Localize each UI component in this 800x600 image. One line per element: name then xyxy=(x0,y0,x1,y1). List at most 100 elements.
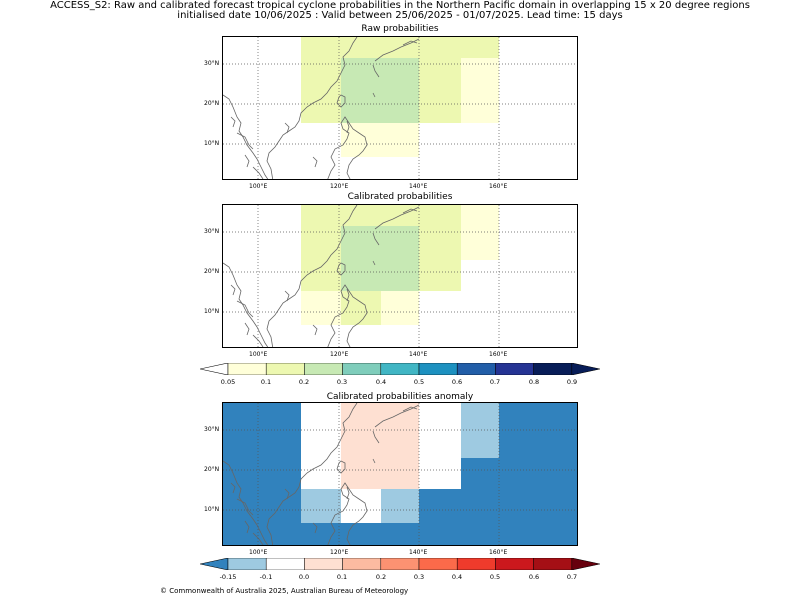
x-tick-140: 140°E xyxy=(409,549,428,556)
probability-colorbar-labels: 0.05 0.1 0.2 0.3 0.4 0.5 0.6 0.7 0.8 0.9 xyxy=(0,378,800,388)
colorbar-segment xyxy=(533,558,573,570)
anomaly-colorbar-labels: -0.15 -0.1 0.0 0.1 0.2 0.3 0.4 0.5 0.6 0… xyxy=(0,573,800,583)
coastline xyxy=(402,40,418,46)
probability-region xyxy=(341,489,381,523)
anomaly-colorbar xyxy=(200,558,600,570)
colorbar-segment xyxy=(380,363,420,375)
cbar-label: 0.3 xyxy=(413,573,425,581)
coastline xyxy=(372,260,376,266)
colorbar-segment xyxy=(265,558,305,570)
y-tick-20: 20°N xyxy=(204,268,220,275)
colorbar-segment xyxy=(304,363,343,375)
probability-region xyxy=(301,489,341,523)
cbar-label: 0.0 xyxy=(298,573,310,581)
probability-region xyxy=(341,291,381,325)
cbar-label: 0.1 xyxy=(336,573,348,581)
colorbar-segment xyxy=(533,363,573,375)
coastline xyxy=(284,488,290,500)
cbar-label: 0.2 xyxy=(375,573,387,581)
colorbar-segment xyxy=(495,363,534,375)
probability-region xyxy=(381,489,419,523)
x-tick-140: 140°E xyxy=(409,351,428,358)
panel-title-raw: Raw probabilities xyxy=(361,24,439,34)
coastline xyxy=(374,404,420,428)
colorbar-extend-low xyxy=(200,558,229,570)
probability-region xyxy=(461,205,499,260)
probability-colorbar xyxy=(200,363,600,375)
coastline xyxy=(346,486,350,500)
coastline xyxy=(236,300,254,318)
panel-title-calibrated: Calibrated probabilities xyxy=(347,192,453,202)
coastline xyxy=(372,92,376,98)
calibrated-anomaly-map xyxy=(222,402,578,546)
x-tick-160: 160°E xyxy=(489,351,508,358)
colorbar-segment xyxy=(342,363,382,375)
colorbar-extend-low xyxy=(200,363,229,375)
cbar-label: 0.6 xyxy=(528,573,540,581)
cbar-label: 0.5 xyxy=(489,573,501,581)
cbar-label: 0.4 xyxy=(375,378,387,386)
colorbar-segment xyxy=(456,558,496,570)
cbar-label: 0.5 xyxy=(413,378,425,386)
coastline xyxy=(374,38,420,62)
probability-region xyxy=(381,291,419,325)
coastline xyxy=(230,482,236,494)
probability-region xyxy=(301,58,341,123)
y-tick-10: 10°N xyxy=(204,308,220,315)
coastline xyxy=(244,154,250,168)
colorbar-segment xyxy=(380,558,420,570)
colorbar-segment xyxy=(418,558,458,570)
y-tick-20: 20°N xyxy=(204,100,220,107)
coastline xyxy=(402,208,418,214)
y-tick-10: 10°N xyxy=(204,506,220,513)
y-tick-30: 30°N xyxy=(204,228,220,235)
probability-region xyxy=(341,226,419,291)
coastline xyxy=(312,324,318,336)
colorbar-segment xyxy=(342,558,382,570)
colorbar-segment xyxy=(265,363,305,375)
x-tick-120: 120°E xyxy=(330,183,349,190)
probability-region xyxy=(341,403,419,489)
cbar-label: 0.7 xyxy=(489,378,501,386)
cbar-label: 0.7 xyxy=(566,573,578,581)
coastline xyxy=(327,284,368,347)
coastline xyxy=(284,290,290,302)
x-tick-160: 160°E xyxy=(489,183,508,190)
probability-region xyxy=(301,291,341,325)
copyright-footer: © Commonwealth of Australia 2025, Austra… xyxy=(160,587,409,595)
x-tick-120: 120°E xyxy=(330,549,349,556)
cbar-label: 0.05 xyxy=(220,378,236,386)
coastline xyxy=(236,132,254,150)
coastline xyxy=(372,458,376,464)
coastline xyxy=(244,520,250,534)
coastline xyxy=(284,122,290,134)
coastline xyxy=(312,156,318,168)
colorbar-segment xyxy=(495,558,534,570)
y-tick-30: 30°N xyxy=(204,426,220,433)
colorbar-segment xyxy=(418,363,458,375)
x-tick-100: 100°E xyxy=(249,549,268,556)
x-tick-100: 100°E xyxy=(249,351,268,358)
cbar-label: 0.4 xyxy=(451,573,463,581)
coastline xyxy=(244,322,250,336)
colorbar-segment xyxy=(304,558,343,570)
coastline xyxy=(327,116,368,179)
y-tick-20: 20°N xyxy=(204,466,220,473)
main-title-line1: ACCESS_S2: Raw and calibrated forecast t… xyxy=(50,0,750,11)
coastline xyxy=(312,522,318,534)
cbar-label: 0.9 xyxy=(566,378,578,386)
coastline xyxy=(372,64,380,78)
colorbar-segment xyxy=(227,363,267,375)
panel-title-anomaly: Calibrated probabilities anomaly xyxy=(326,392,474,402)
coastline xyxy=(252,532,264,545)
raw-probabilities-map xyxy=(222,36,578,180)
coastline xyxy=(372,430,380,444)
main-title-line2: initialised date 10/06/2025 : Valid betw… xyxy=(177,10,623,21)
coastline xyxy=(346,120,350,134)
y-tick-10: 10°N xyxy=(204,140,220,147)
coastline xyxy=(223,94,269,179)
coastline xyxy=(230,116,236,128)
coastline xyxy=(223,262,269,347)
coastline xyxy=(266,205,358,347)
y-tick-30: 30°N xyxy=(204,60,220,67)
